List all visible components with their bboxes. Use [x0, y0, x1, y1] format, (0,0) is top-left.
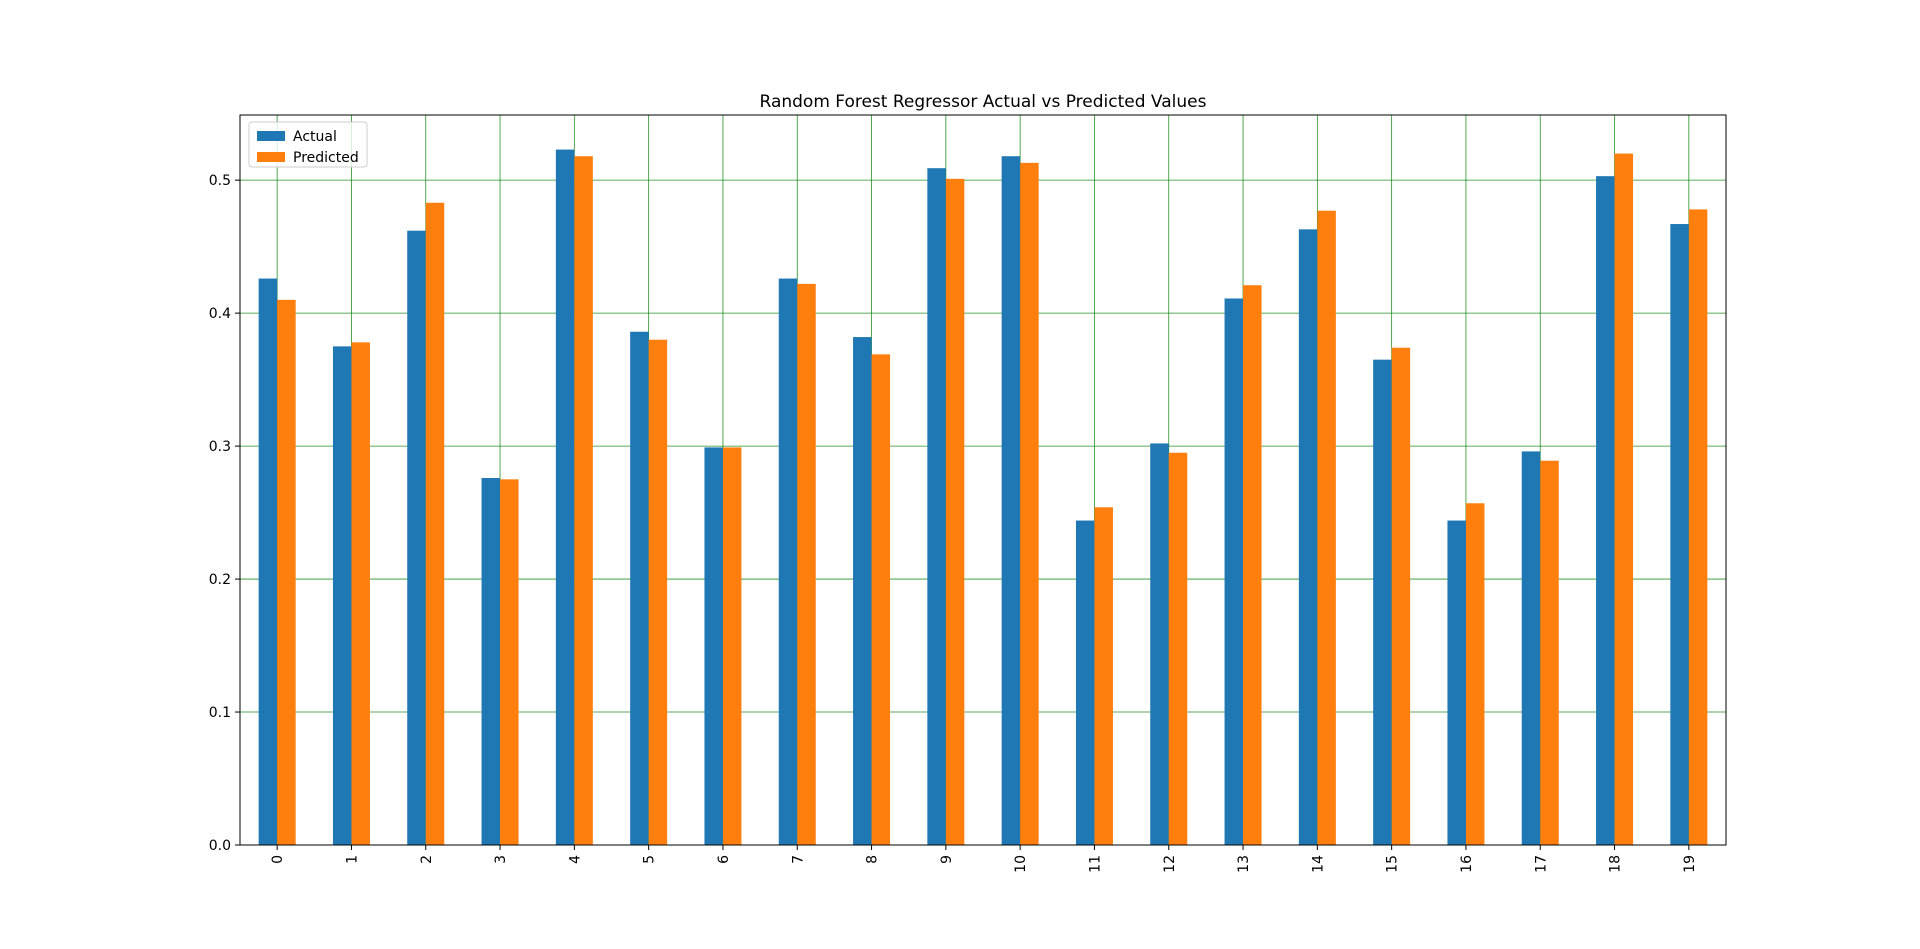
x-tick-label: 6	[716, 855, 732, 864]
bar-actual-3	[482, 478, 501, 845]
bar-actual-19	[1670, 224, 1689, 845]
x-tick-label: 18	[1608, 855, 1624, 873]
grid-lines	[240, 115, 1726, 845]
x-tick-label: 17	[1533, 855, 1549, 873]
bar-predicted-8	[872, 354, 891, 845]
y-tick-label: 0.1	[209, 705, 231, 721]
bar-actual-15	[1373, 360, 1392, 845]
x-tick-label: 11	[1087, 855, 1103, 873]
plot-frame	[240, 115, 1726, 845]
bar-actual-7	[779, 279, 798, 845]
bar-predicted-5	[649, 340, 668, 845]
x-tick-label: 3	[493, 855, 509, 864]
bar-predicted-19	[1689, 209, 1708, 845]
x-tick-label: 1	[344, 855, 360, 864]
y-tick-label: 0.0	[209, 838, 231, 854]
bar-predicted-13	[1243, 285, 1262, 845]
bar-predicted-9	[946, 179, 965, 845]
x-tick-label: 12	[1162, 855, 1178, 873]
bar-predicted-0	[277, 300, 296, 845]
chart-title: Random Forest Regressor Actual vs Predic…	[760, 92, 1207, 112]
bar-predicted-1	[351, 342, 370, 845]
bar-predicted-16	[1466, 503, 1485, 845]
bar-actual-10	[1002, 156, 1021, 845]
bar-actual-6	[704, 447, 723, 845]
y-tick-label: 0.3	[209, 439, 231, 455]
bar-actual-12	[1150, 443, 1169, 845]
y-axis: 0.0 0.1 0.2 0.3 0.4 0.5	[209, 173, 240, 854]
bar-actual-14	[1299, 229, 1318, 845]
bar-predicted-4	[574, 156, 593, 845]
bar-predicted-12	[1169, 453, 1188, 845]
bar-predicted-18	[1615, 154, 1634, 845]
y-tick-label: 0.5	[209, 173, 231, 189]
bar-actual-2	[407, 231, 426, 845]
legend: Actual Predicted	[249, 122, 367, 167]
bar-predicted-10	[1020, 163, 1039, 845]
x-tick-label: 8	[865, 855, 881, 864]
bar-actual-4	[556, 150, 575, 845]
bar-actual-17	[1522, 451, 1541, 845]
bar-predicted-3	[500, 479, 519, 845]
x-tick-label: 2	[419, 855, 435, 864]
x-tick-label: 16	[1459, 855, 1475, 873]
bar-predicted-17	[1540, 461, 1559, 845]
bar-actual-8	[853, 337, 872, 845]
x-tick-label: 15	[1385, 855, 1401, 873]
x-tick-label: 9	[939, 855, 955, 864]
bar-predicted-2	[426, 203, 445, 845]
bar-actual-5	[630, 332, 649, 845]
legend-label-predicted: Predicted	[293, 150, 359, 166]
bar-predicted-14	[1317, 211, 1336, 845]
bar-actual-0	[259, 279, 278, 845]
x-tick-label: 7	[790, 855, 806, 864]
bar-predicted-15	[1392, 348, 1411, 845]
legend-label-actual: Actual	[293, 129, 337, 145]
y-tick-label: 0.2	[209, 572, 231, 588]
bar-actual-9	[927, 168, 946, 845]
bar-predicted-11	[1094, 507, 1113, 845]
bar-actual-18	[1596, 176, 1615, 845]
x-tick-label: 4	[567, 855, 583, 864]
y-tick-label: 0.4	[209, 306, 231, 322]
bar-predicted-7	[797, 284, 816, 845]
bar-actual-16	[1447, 521, 1466, 845]
bar-actual-13	[1225, 298, 1244, 845]
x-axis: 0 1 2 3 4 5 6 7 8 9 10 11 12 13 14 15 16 17 18 19	[270, 845, 1698, 873]
x-tick-label: 0	[270, 855, 286, 864]
bar-predicted-6	[723, 447, 742, 845]
bar-actual-1	[333, 346, 352, 845]
bars	[259, 150, 1708, 845]
x-tick-label: 14	[1310, 855, 1326, 873]
x-tick-label: 19	[1682, 855, 1698, 873]
x-tick-label: 13	[1236, 855, 1252, 873]
bar-actual-11	[1076, 521, 1095, 845]
x-tick-label: 5	[642, 855, 658, 864]
legend-swatch-predicted	[257, 152, 285, 162]
legend-swatch-actual	[257, 131, 285, 141]
x-tick-label: 10	[1013, 855, 1029, 873]
